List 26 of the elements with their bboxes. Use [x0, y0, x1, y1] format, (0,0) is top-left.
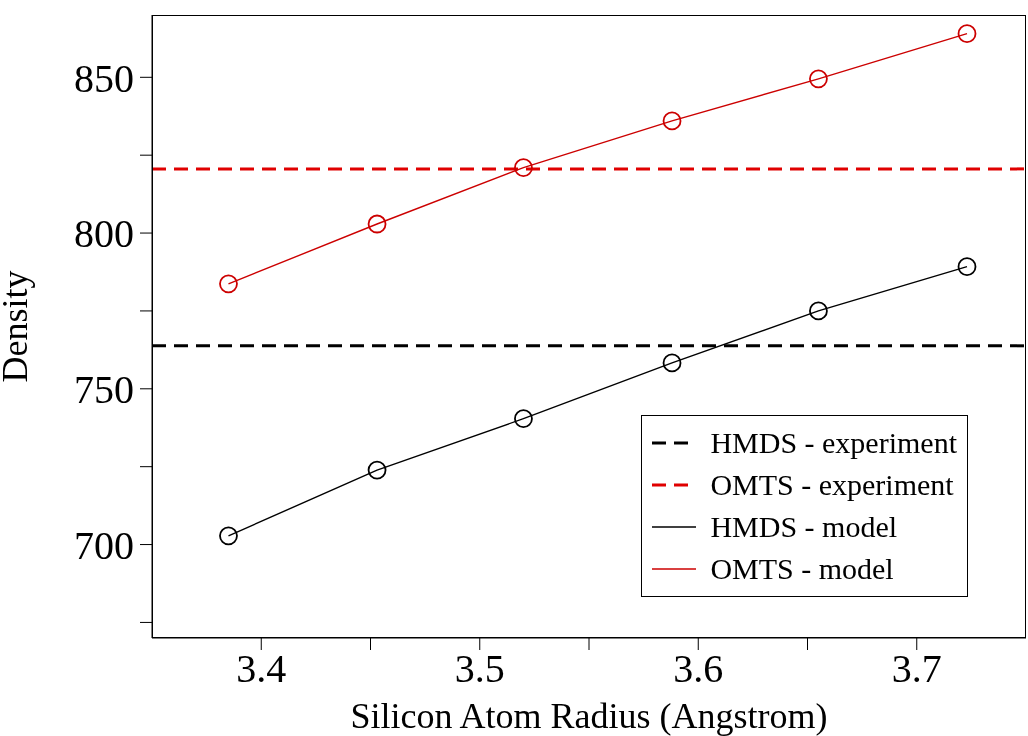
point: [219, 526, 238, 546]
legend-label: HMDS - experiment: [710, 425, 957, 461]
y-tick-label: 750: [74, 367, 134, 412]
point: [662, 111, 682, 131]
x-tick-label: 3.4: [236, 646, 287, 692]
y-tick-label: 850: [74, 55, 134, 101]
legend-label: OMTS - experiment: [710, 467, 954, 503]
legend-label: HMDS - model: [710, 509, 898, 545]
point: [809, 301, 828, 321]
x-tick-label: 3.7: [891, 646, 942, 692]
legend-label: OMTS - model: [710, 551, 894, 587]
point: [219, 274, 238, 294]
point: [957, 257, 977, 277]
y-tick-label: 800: [74, 211, 134, 257]
point: [809, 69, 828, 89]
x-tick-label: 3.5: [454, 646, 505, 692]
point: [367, 460, 387, 480]
y-axis-title: Density: [0, 270, 35, 383]
point: [514, 409, 533, 429]
x-axis-title: Silicon Atom Radius (Angstrom): [350, 696, 828, 736]
y-tick-label: 700: [74, 522, 134, 568]
point: [367, 214, 387, 234]
x-tick-label: 3.6: [673, 646, 724, 692]
point: [662, 353, 682, 373]
point: [514, 158, 533, 178]
point: [957, 24, 977, 44]
